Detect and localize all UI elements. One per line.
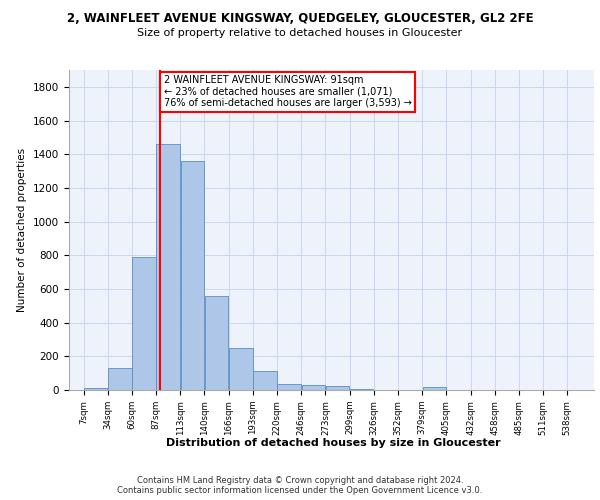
Bar: [157, 144, 180, 390]
Text: 2, WAINFLEET AVENUE KINGSWAY, QUEDGELEY, GLOUCESTER, GL2 2FE: 2, WAINFLEET AVENUE KINGSWAY, QUEDGELEY,…: [67, 12, 533, 26]
Text: Size of property relative to detached houses in Gloucester: Size of property relative to detached ho…: [137, 28, 463, 38]
Bar: [229, 348, 253, 390]
Bar: [132, 257, 156, 390]
Bar: [277, 384, 301, 390]
Bar: [326, 386, 349, 390]
Bar: [253, 372, 277, 390]
Bar: [422, 386, 446, 390]
Text: 2 WAINFLEET AVENUE KINGSWAY: 91sqm
← 23% of detached houses are smaller (1,071)
: 2 WAINFLEET AVENUE KINGSWAY: 91sqm ← 23%…: [164, 75, 412, 108]
Bar: [181, 161, 204, 390]
Text: Distribution of detached houses by size in Gloucester: Distribution of detached houses by size …: [166, 438, 500, 448]
Y-axis label: Number of detached properties: Number of detached properties: [17, 148, 28, 312]
Bar: [302, 385, 325, 390]
Bar: [205, 296, 229, 390]
Bar: [350, 389, 373, 390]
Text: Contains HM Land Registry data © Crown copyright and database right 2024.
Contai: Contains HM Land Registry data © Crown c…: [118, 476, 482, 495]
Bar: [84, 388, 107, 390]
Bar: [108, 368, 131, 390]
